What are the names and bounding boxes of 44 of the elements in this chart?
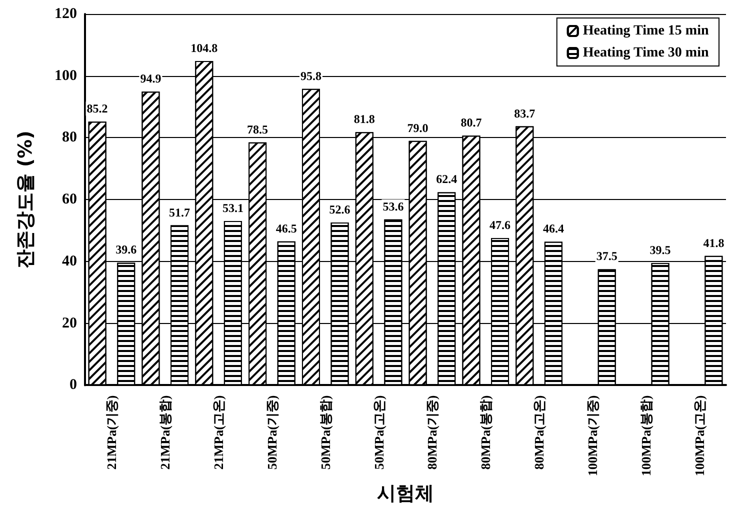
x-tick-label: 80MPa(기중) [424, 395, 440, 470]
data-label: 46.4 [542, 222, 564, 236]
data-label: 41.8 [703, 236, 724, 250]
y-tick-label: 0 [70, 377, 77, 394]
data-label: 37.5 [596, 249, 618, 264]
data-label: 51.7 [169, 205, 190, 220]
x-tick-label: 50MPa(봉합) [318, 395, 333, 470]
data-label: 46.5 [276, 221, 297, 236]
data-label: 95.8 [300, 68, 322, 83]
x-tick-label: 50MPa(기중) [264, 395, 280, 470]
data-label: 79.0 [407, 120, 428, 135]
x-tick-label: 80MPa(고온) [532, 395, 547, 470]
legend-label: Heating Time 15 min [582, 24, 709, 38]
y-tick-label: 40 [62, 253, 77, 270]
y-tick-label: 20 [62, 315, 77, 332]
x-tick-label: 100MPa(봉합) [638, 395, 654, 476]
legend-label: Heating Time 30 min [582, 46, 709, 60]
data-label: 83.7 [514, 106, 536, 120]
data-label: 94.9 [140, 72, 162, 86]
y-tick-label: 80 [62, 130, 77, 146]
data-label: 53.1 [222, 200, 244, 215]
x-tick-label: 50MPa(고온) [371, 395, 386, 470]
data-label: 39.5 [650, 243, 671, 258]
data-label: 78.5 [247, 122, 268, 136]
y-axis-title: 잔존강도율 (%) [14, 130, 36, 269]
data-label: 47.6 [490, 218, 511, 232]
data-label: 53.6 [382, 199, 404, 214]
x-tick-label: 21MPa(기중) [104, 395, 120, 470]
x-axis-title: 시험체 [377, 482, 434, 504]
x-tick-label: 100MPa(고온) [692, 395, 707, 476]
data-label: 62.4 [436, 172, 458, 186]
y-tick-label: 60 [62, 192, 77, 208]
y-tick-label: 100 [54, 68, 77, 84]
data-label: 52.6 [329, 202, 350, 217]
x-tick-label: 80MPa(봉합) [478, 395, 494, 470]
data-label: 81.8 [354, 112, 375, 126]
data-label: 39.6 [116, 242, 137, 257]
x-tick-label: 21MPa(봉합) [158, 395, 173, 470]
data-label: 80.7 [460, 116, 482, 130]
x-tick-label: 100MPa(기중) [584, 395, 600, 476]
x-tick-label: 21MPa(고온) [211, 395, 226, 470]
y-tick-label: 120 [54, 6, 77, 22]
data-label: 85.2 [86, 102, 108, 116]
data-label: 104.8 [190, 41, 218, 56]
